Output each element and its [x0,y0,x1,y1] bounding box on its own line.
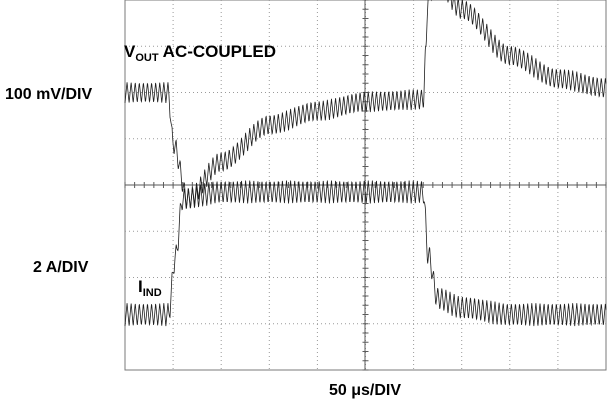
vout-scale-label: 100 mV/DIV [5,86,92,103]
vout-label-rest: AC-COUPLED [163,42,276,61]
traces [124,0,607,327]
vout-label-sub: OUT [135,52,159,64]
iind-label-sub: IND [143,287,162,299]
vout-trace [124,0,607,208]
iind-trace [124,180,607,327]
vout-label-main: V [124,42,136,61]
x-axis-label: 50 μs/DIV [329,382,401,399]
iind-trace-label: IIND [138,277,162,299]
vout-trace-label: VOUT AC-COUPLED [124,42,276,64]
labels: 100 mV/DIV 2 A/DIV VOUT AC-COUPLED IIND … [5,42,401,399]
iind-label-main: I [138,277,143,296]
iind-scale-label: 2 A/DIV [33,259,89,276]
